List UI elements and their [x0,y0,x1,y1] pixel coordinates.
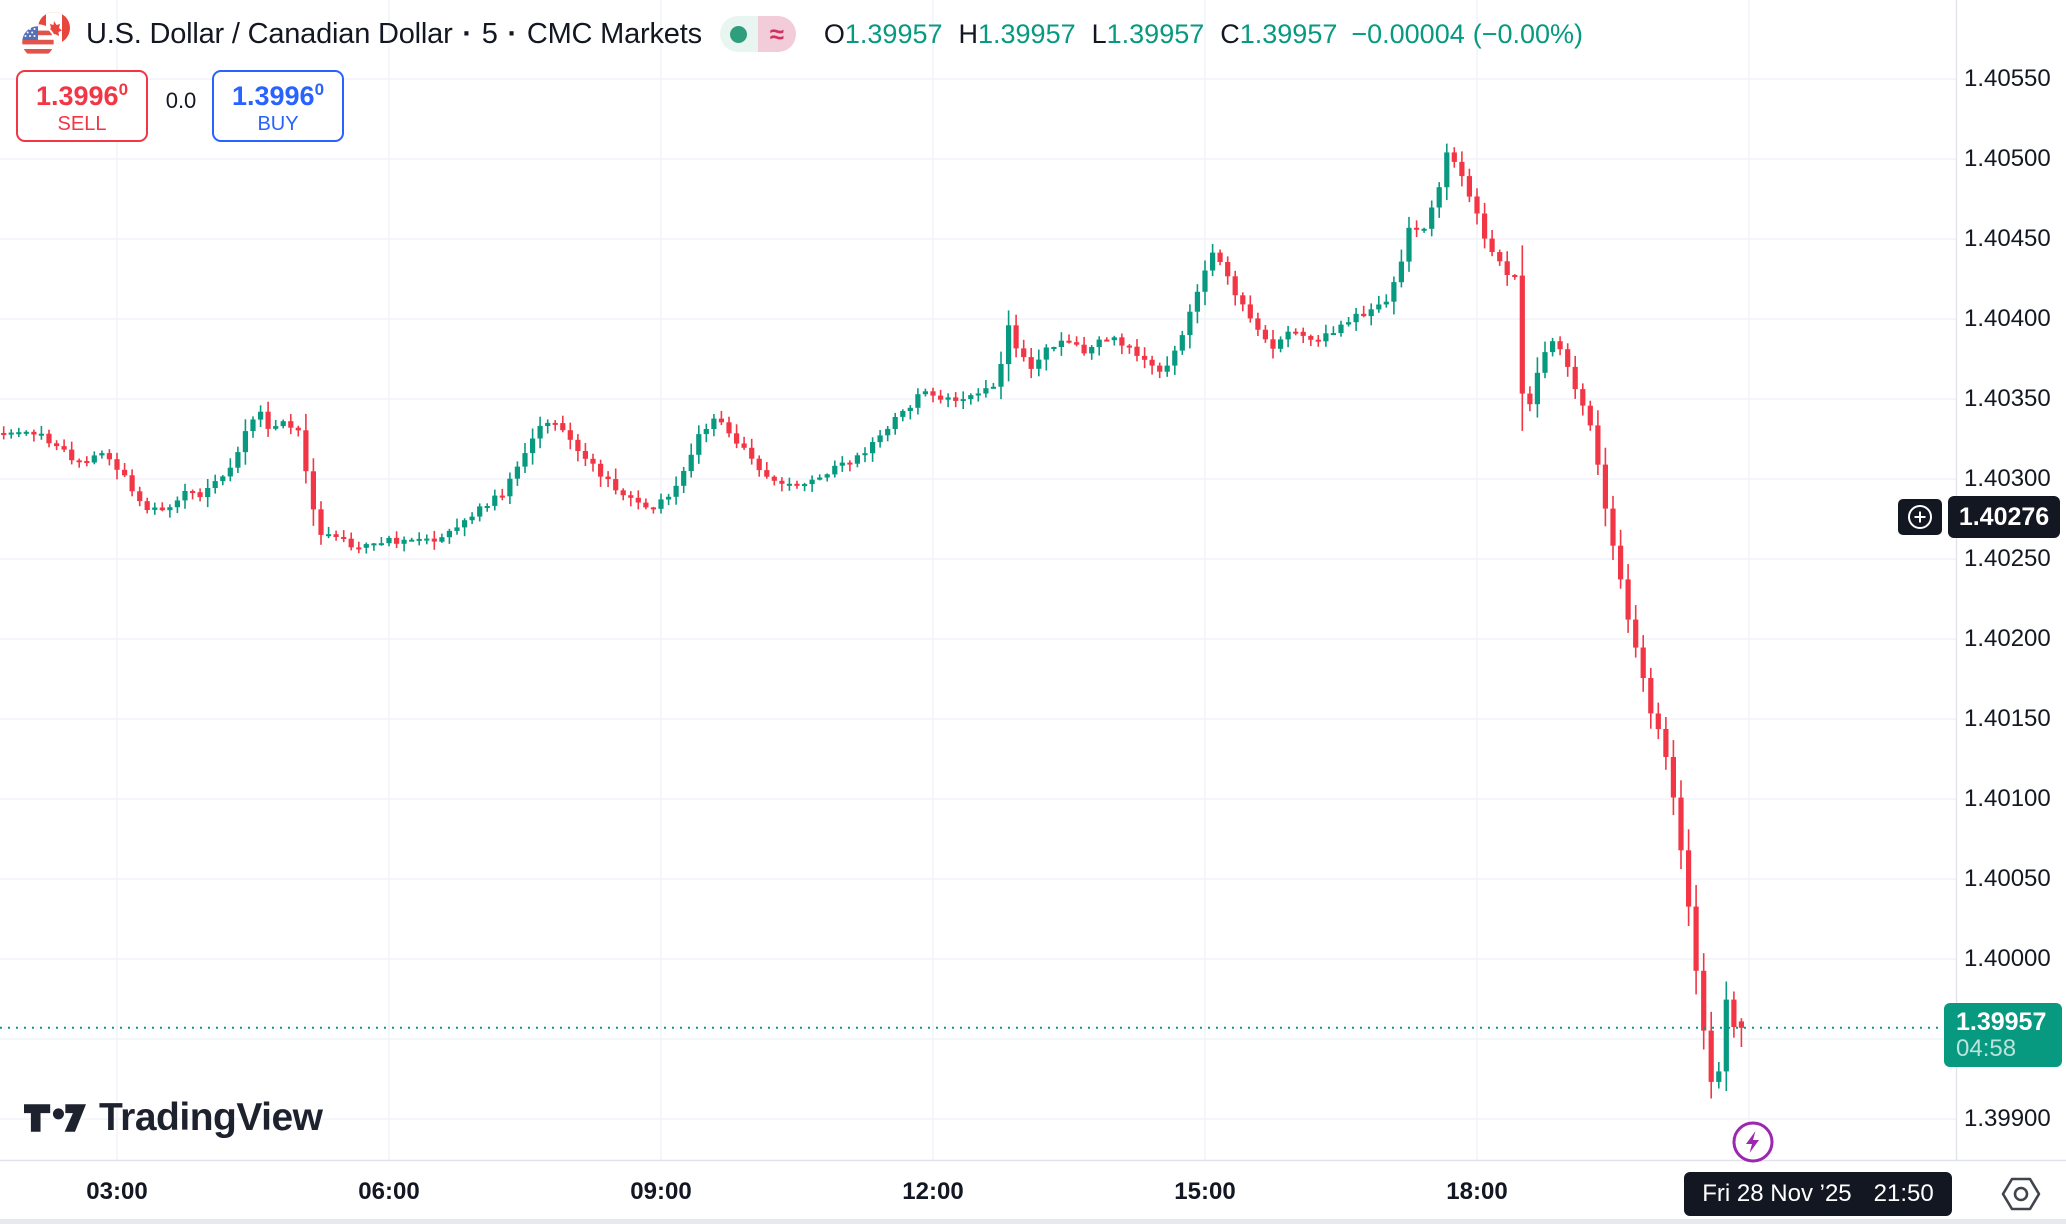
order-panel: 1.39960 SELL 1.39960 BUY [16,70,344,142]
high-value: 1.39957 [978,18,1076,49]
low-label: L [1091,18,1107,49]
market-status-pill[interactable]: ≈ [719,16,796,52]
price-tick-label: 1.40200 [1964,625,2051,652]
last-price-label: 1.39957 04:58 [1944,1003,2062,1067]
bar-countdown: 04:58 [1956,1035,2017,1062]
open-value: 1.39957 [844,18,943,49]
price-tick-label: 1.40500 [1964,145,2051,172]
close-label: C [1220,18,1240,49]
price-tick-label: 1.40050 [1964,865,2051,892]
time-settings-icon[interactable] [1999,1172,2043,1216]
symbol-title[interactable]: U.S. Dollar / Canadian Dollar · 5 · CMC … [86,18,702,51]
title-separator: · [462,17,472,50]
crosshair-date: Fri 28 Nov ’25 [1702,1180,1852,1207]
price-tick-label: 1.40300 [1964,465,2051,492]
approx-icon: ≈ [769,18,785,49]
sell-price-pip: 0 [118,80,129,99]
change-value: −0.00004 [1351,18,1465,49]
symbol-header: U.S. Dollar / Canadian Dollar · 5 · CMC … [14,8,1583,60]
open-label: O [823,18,845,49]
price-tick-label: 1.40000 [1964,945,2051,972]
market-open-indicator [719,16,758,52]
time-tick-label: 06:00 [358,1178,420,1205]
sell-label: SELL [57,113,107,135]
sell-price: 1.3996 [35,81,119,111]
time-tick-label: 12:00 [902,1178,964,1205]
price-tick-label: 1.40550 [1964,65,2051,92]
time-tick-label: 09:00 [630,1178,692,1205]
market-status-dot-icon [730,25,748,43]
instant-trading-lightning-icon[interactable] [1731,1120,1775,1164]
delayed-data-indicator: ≈ [757,16,796,52]
low-value: 1.39957 [1106,18,1205,49]
spread-value: 0.0 [165,88,197,113]
candles-layer [1,143,1744,1099]
ohlc-readout: O 1.39957 H 1.39957 L 1.39957 C 1.39957 … [820,19,1583,50]
price-tick-label: 1.40350 [1964,385,2051,412]
chart-interval: 5 [481,17,498,50]
buy-label: BUY [257,113,299,135]
symbol-name: U.S. Dollar / Canadian Dollar [86,17,453,50]
buy-price: 1.3996 [231,81,315,111]
crosshair-time: 21:50 [1873,1180,1934,1207]
price-tick-label: 1.40100 [1964,785,2051,812]
close-value: 1.39957 [1239,18,1338,49]
data-feed: CMC Markets [526,17,702,50]
crosshair-plus-button[interactable] [1898,499,1942,535]
tradingview-logo-icon [24,1104,86,1132]
last-price-value: 1.39957 [1956,1008,2047,1036]
time-tick-label: 18:00 [1446,1178,1508,1205]
us-canada-flags-icon [20,12,70,60]
buy-price-pip: 0 [314,80,325,99]
crosshair-price-label: 1.40276 [1948,496,2060,538]
time-tick-label: 03:00 [86,1178,148,1205]
title-separator: · [507,17,518,50]
tradingview-watermark[interactable]: TradingView [24,1096,323,1140]
sell-button[interactable]: 1.39960 SELL [16,70,148,142]
buy-button[interactable]: 1.39960 BUY [212,70,344,142]
price-tick-label: 1.40250 [1964,545,2051,572]
bottom-edge [0,1219,2066,1224]
crosshair-price-value: 1.40276 [1958,502,2050,531]
time-tick-label: 15:00 [1174,1178,1236,1205]
price-tick-label: 1.40450 [1964,225,2051,252]
price-tick-label: 1.39900 [1964,1105,2051,1132]
price-tick-label: 1.40150 [1964,705,2051,732]
high-label: H [958,18,979,49]
plus-circle-icon [1908,505,1932,529]
watermark-text: TradingView [99,1096,323,1139]
change-percent: (−0.00%) [1472,18,1584,49]
price-tick-label: 1.40400 [1964,305,2051,332]
crosshair-date-label: Fri 28 Nov ’25 21:50 [1684,1172,1952,1216]
